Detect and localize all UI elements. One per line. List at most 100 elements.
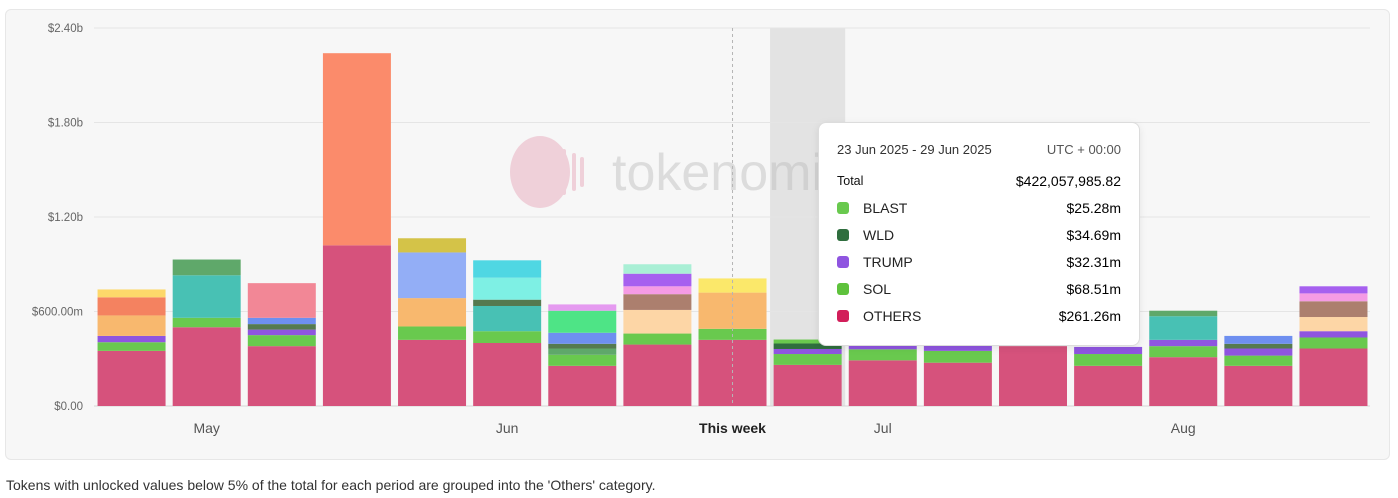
bar-segment (623, 294, 692, 310)
bar-segment (97, 342, 166, 351)
bar-segment (773, 343, 842, 349)
tooltip-total-row: Total $422,057,985.82 (837, 167, 1121, 194)
tooltip-total-label: Total (837, 173, 864, 188)
bar-segment (848, 349, 917, 361)
bar-segment (247, 283, 316, 318)
bar-segment (1299, 331, 1368, 338)
bar-segment (548, 365, 617, 406)
bar-segment (322, 245, 391, 406)
bar-segment (1224, 355, 1293, 366)
bar-segment (1149, 357, 1218, 406)
bar-segment (1224, 365, 1293, 406)
bar-segment (1299, 348, 1368, 406)
y-tick-label: $600.00m (32, 307, 83, 319)
bar-segment (473, 305, 542, 332)
bar-segment (398, 252, 467, 299)
grouping-footnote: Tokens with unlocked values below 5% of … (6, 477, 656, 493)
tooltip-item-label: TRUMP (863, 253, 913, 270)
bar-segment (773, 364, 842, 406)
bar-segment (1299, 301, 1368, 318)
bar-segment (172, 259, 241, 276)
bar-segment (247, 324, 316, 330)
bar-segment (247, 335, 316, 347)
y-tick-label: $0.00 (54, 401, 83, 413)
bar-segment (1224, 348, 1293, 356)
bar-segment (1224, 343, 1293, 349)
bar-segment (623, 333, 692, 345)
bar-segment (1149, 316, 1218, 340)
bar-segment (97, 289, 166, 298)
tooltip-item-label: OTHERS (863, 307, 922, 324)
bar-segment (1299, 317, 1368, 332)
bar-segment (1074, 354, 1143, 366)
bar-segment (923, 350, 992, 363)
bar-segment (773, 354, 842, 365)
bar-segment (698, 278, 767, 293)
bar-segment (848, 343, 917, 350)
tooltip-item-others: OTHERS $261.26m (837, 302, 1121, 329)
tooltip-item-value: $261.26m (1058, 307, 1121, 324)
legend-swatch-icon (837, 255, 849, 268)
x-axis-label: Jun (496, 420, 519, 436)
tooltip-total-value: $422,057,985.82 (1015, 172, 1121, 189)
bar-segment (172, 317, 241, 328)
legend-swatch-icon (837, 309, 849, 322)
bar-segment (623, 264, 692, 274)
bar-segment (623, 344, 692, 406)
tooltip-header: 23 Jun 2025 - 29 Jun 2025 UTC + 00:00 (837, 142, 1121, 157)
bar-segment (548, 354, 617, 366)
bar-segment (97, 315, 166, 336)
bar-segment (923, 344, 992, 351)
bar-segment (97, 297, 166, 316)
tooltip-item-sol: SOL $68.51m (837, 275, 1121, 302)
tooltip-timezone: UTC + 00:00 (1046, 142, 1121, 157)
tooltip-item-value: $32.31m (1066, 253, 1121, 270)
bar-segment (548, 310, 617, 333)
bar-segment (1074, 365, 1143, 406)
bar-segment (1149, 346, 1218, 358)
bar-segment (97, 350, 166, 406)
bar-segment (1299, 337, 1368, 349)
tooltip-item-label: BLAST (863, 199, 908, 216)
bar-segment (398, 298, 467, 327)
bar-segment (172, 327, 241, 406)
bar-segment (1224, 335, 1293, 344)
x-axis-label: Jul (874, 420, 892, 436)
bar-segment (548, 304, 617, 311)
x-axis-label: May (193, 420, 219, 436)
bar-segment (623, 286, 692, 295)
bar-segment (548, 343, 617, 349)
bar-segment (398, 326, 467, 340)
bar-segment (548, 332, 617, 344)
tooltip-item-value: $68.51m (1066, 280, 1121, 297)
bar-segment (999, 346, 1067, 406)
tooltip-item-wld: WLD $34.69m (837, 221, 1121, 248)
bar-segment (172, 275, 241, 318)
bar-segment (1299, 286, 1368, 294)
y-tick-label: $2.40b (48, 23, 83, 35)
bar-segment (548, 348, 617, 355)
bar-segment (773, 348, 842, 355)
bar-segment (473, 277, 542, 300)
chart-tooltip: 23 Jun 2025 - 29 Jun 2025 UTC + 00:00 To… (818, 122, 1140, 346)
tooltip-item-value: $34.69m (1066, 226, 1121, 243)
bar-segment (473, 260, 542, 278)
bar-segment (398, 238, 467, 253)
bar-segment (247, 329, 316, 336)
legend-swatch-icon (837, 201, 849, 214)
legend-swatch-icon (837, 228, 849, 241)
bar-segment (923, 362, 992, 406)
bar-segment (1149, 339, 1218, 347)
bar-segment (322, 53, 391, 246)
bar-segment (473, 331, 542, 343)
unlock-value-chart: $0.00 $600.00m $1.20b $1.80b $2.40b tokenomis… (32, 23, 1370, 436)
bar-segment (247, 317, 316, 325)
bar-segment (1149, 310, 1218, 317)
y-tick-label: $1.80b (48, 118, 83, 130)
tooltip-item-label: WLD (863, 226, 895, 243)
bar-segment (473, 343, 542, 406)
bar-segment (623, 273, 692, 287)
tokenomist-watermark-icon: tokenomist (510, 136, 864, 208)
tooltip-item-trump: TRUMP $32.31m (837, 248, 1121, 275)
tooltip-item-blast: BLAST $25.28m (837, 194, 1121, 221)
